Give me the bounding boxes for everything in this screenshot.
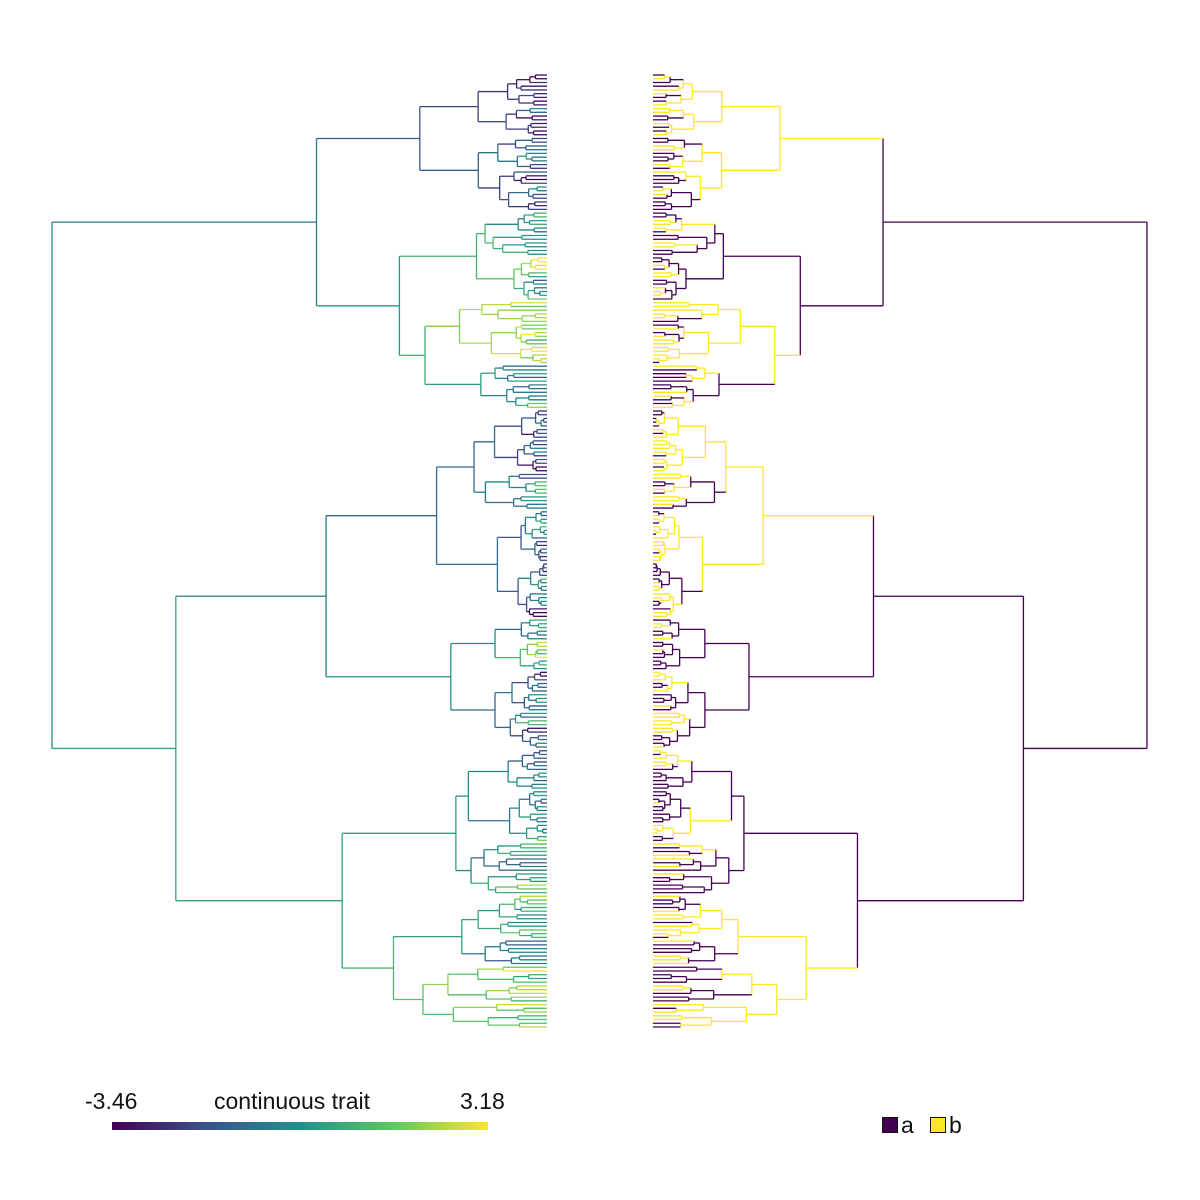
continuous-legend-color-bar [112,1122,488,1130]
continuous-legend-title: continuous trait [214,1088,370,1114]
discrete-legend-label-a: a [901,1111,914,1138]
discrete-legend-swatch-b [930,1117,946,1133]
discrete-legend-item-b: b [930,1111,962,1138]
discrete-legend-swatch-a [882,1117,898,1133]
continuous-legend-max-label: 3.18 [460,1088,505,1114]
continuous-legend-min-label: -3.46 [85,1088,138,1114]
discrete-legend-label-b: b [949,1111,962,1138]
discrete-trait-tree [653,74,1148,1028]
discrete-legend-item-a: a [882,1111,914,1138]
continuous-trait-tree [51,74,547,1028]
